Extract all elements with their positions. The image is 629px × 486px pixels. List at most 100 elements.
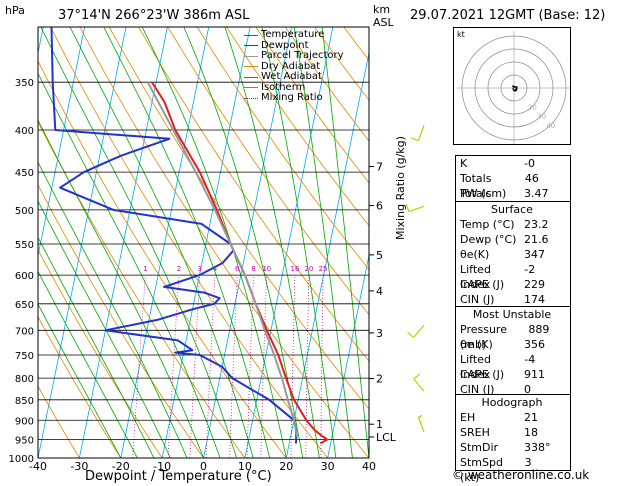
table-row: StmDir 338° <box>456 440 570 455</box>
row-label: EH <box>460 411 476 424</box>
table-row: CAPE (J) 911 <box>456 367 570 382</box>
table-row: Lifted Index -4 <box>456 352 570 381</box>
plot-frame <box>37 26 370 459</box>
mixing-ratio-line <box>132 275 146 458</box>
temperature-tick-label: -30 <box>70 460 88 473</box>
surface-table: Surface Temp (°C) 23.2 Dewp (°C) 21.6 θe(K) 34… <box>455 201 571 308</box>
legend-swatch <box>244 34 258 36</box>
legend-swatch <box>244 87 258 89</box>
mixing-ratio-label: 10 <box>262 265 271 273</box>
mixing-ratio-label: 4 <box>213 265 218 273</box>
mixing-ratio-label: 16 <box>291 265 300 273</box>
mixing-ratio-label: 8 <box>251 265 255 273</box>
table-row: CIN (J) 0 <box>456 382 570 397</box>
copyright-footer: © weatheronline.co.uk <box>452 468 590 482</box>
location-label: 37°14'N 266°23'W 386m ASL <box>58 8 250 23</box>
legend-item: Dewpoint <box>244 40 344 52</box>
row-label: StmDir <box>460 441 499 454</box>
isotherm-line <box>244 27 334 458</box>
temperature-tick-label: -20 <box>112 460 130 473</box>
mixing-ratio-line <box>189 275 201 458</box>
row-value: 911 <box>524 368 545 381</box>
row-value: -0 <box>524 157 535 170</box>
legend-label: Isotherm <box>261 81 306 93</box>
row-value: 338° <box>524 441 551 454</box>
row-value: 3 <box>524 456 532 469</box>
table-row: Totals Totals 46 <box>456 171 570 200</box>
legend-item: Dry Adiabat <box>244 60 344 73</box>
pressure-tick-label: 1000 <box>9 454 34 465</box>
table-row: Temp (°C) 23.2 <box>456 217 570 232</box>
hodograph-table: Hodograph EH 21 SREH 18 StmDir 338° StmSpd (kt)… <box>455 394 571 484</box>
row-label: Lifted Index <box>460 263 491 291</box>
row-label: θe (K) <box>460 338 493 351</box>
legend-label: Parcel Trajectory <box>261 50 344 61</box>
dry-adiabat-line <box>226 27 369 227</box>
mixing-ratio-label: 3 <box>197 265 201 273</box>
km-tick-label: 4 <box>376 285 383 298</box>
temperature-tick-label: 30 <box>321 460 335 473</box>
chart-legend: Temperature Dewpoint Parcel Trajectory Dry … <box>244 29 344 104</box>
row-value: 889 <box>528 323 550 336</box>
legend-item: Wet Adiabat <box>244 71 344 83</box>
row-value: 0 <box>524 383 531 396</box>
legend-swatch <box>244 97 258 99</box>
row-label: CIN (J) <box>460 293 495 306</box>
pressure-tick-label: 800 <box>15 374 34 385</box>
wind-barb <box>410 125 425 142</box>
row-label: CAPE (J) <box>460 368 505 381</box>
temperature-profile <box>151 81 329 445</box>
table-row: Pressure (mb) 889 <box>456 322 570 351</box>
pressure-tick-label: 450 <box>15 168 34 179</box>
table-row: PW (cm) 3.47 <box>456 186 570 201</box>
row-value: -2 <box>524 263 536 276</box>
isotherm-line <box>0 27 2 458</box>
mixing-ratio-line <box>260 275 267 458</box>
row-label: CIN (J) <box>460 383 495 396</box>
table-row: K -0 <box>456 156 570 171</box>
mixing-ratio-line <box>290 275 296 458</box>
legend-swatch <box>244 45 258 47</box>
row-value: 18 <box>524 426 538 439</box>
table-row: θe (K) 356 <box>456 337 570 352</box>
row-label: Pressure (mb) <box>460 323 507 351</box>
hodograph-ring-label: 20 <box>528 103 537 111</box>
pressure-tick-label: 400 <box>15 126 34 137</box>
row-value: 356 <box>524 338 545 351</box>
row-label: Lifted Index <box>460 353 491 381</box>
index-table: K -0 Totals Totals 46 PW (cm) 3.47 <box>455 155 571 202</box>
temperature-tick-label: 10 <box>238 460 252 473</box>
legend-label: Dry Adiabat <box>261 60 321 72</box>
row-value: 174 <box>524 293 545 306</box>
isotherm-line <box>78 27 168 458</box>
pressure-tick-label: 550 <box>15 240 34 251</box>
hodograph-trace <box>511 85 518 93</box>
row-value: 229 <box>524 278 545 291</box>
pressure-tick-label: 750 <box>15 351 34 362</box>
most-unstable-table: Most Unstable Pressure (mb) 889 θe (K) 356 Li… <box>455 306 571 398</box>
row-value: 21 <box>524 411 538 424</box>
row-value: 46 <box>524 172 539 185</box>
mixing-ratio-line <box>305 275 310 458</box>
x-axis-title: Dewpoint / Temperature (°C) <box>85 469 272 484</box>
legend-item: Isotherm <box>244 81 344 94</box>
row-value: 347 <box>524 248 545 261</box>
isotherm-line <box>368 456 369 458</box>
wet-adiabat-line <box>38 303 122 458</box>
row-label: Temp (°C) <box>460 218 515 231</box>
mixing-ratio-label: 6 <box>235 265 240 273</box>
isotherm-line <box>203 27 292 458</box>
row-value: 3.47 <box>524 187 549 200</box>
mixing-ratio-label: 20 <box>304 265 313 273</box>
hodograph-unit-label: kt <box>457 30 465 39</box>
wet-adiabat-line <box>38 72 221 458</box>
km-tick-label: 2 <box>376 373 383 386</box>
dry-adiabat-line <box>38 315 122 458</box>
legend-swatch <box>244 76 258 78</box>
wind-barb <box>417 415 425 433</box>
pressure-tick-label: 500 <box>15 206 34 217</box>
table-row: SREH 18 <box>456 425 570 440</box>
pressure-tick-label: 600 <box>15 271 34 282</box>
mixing-ratio-line <box>320 275 324 458</box>
